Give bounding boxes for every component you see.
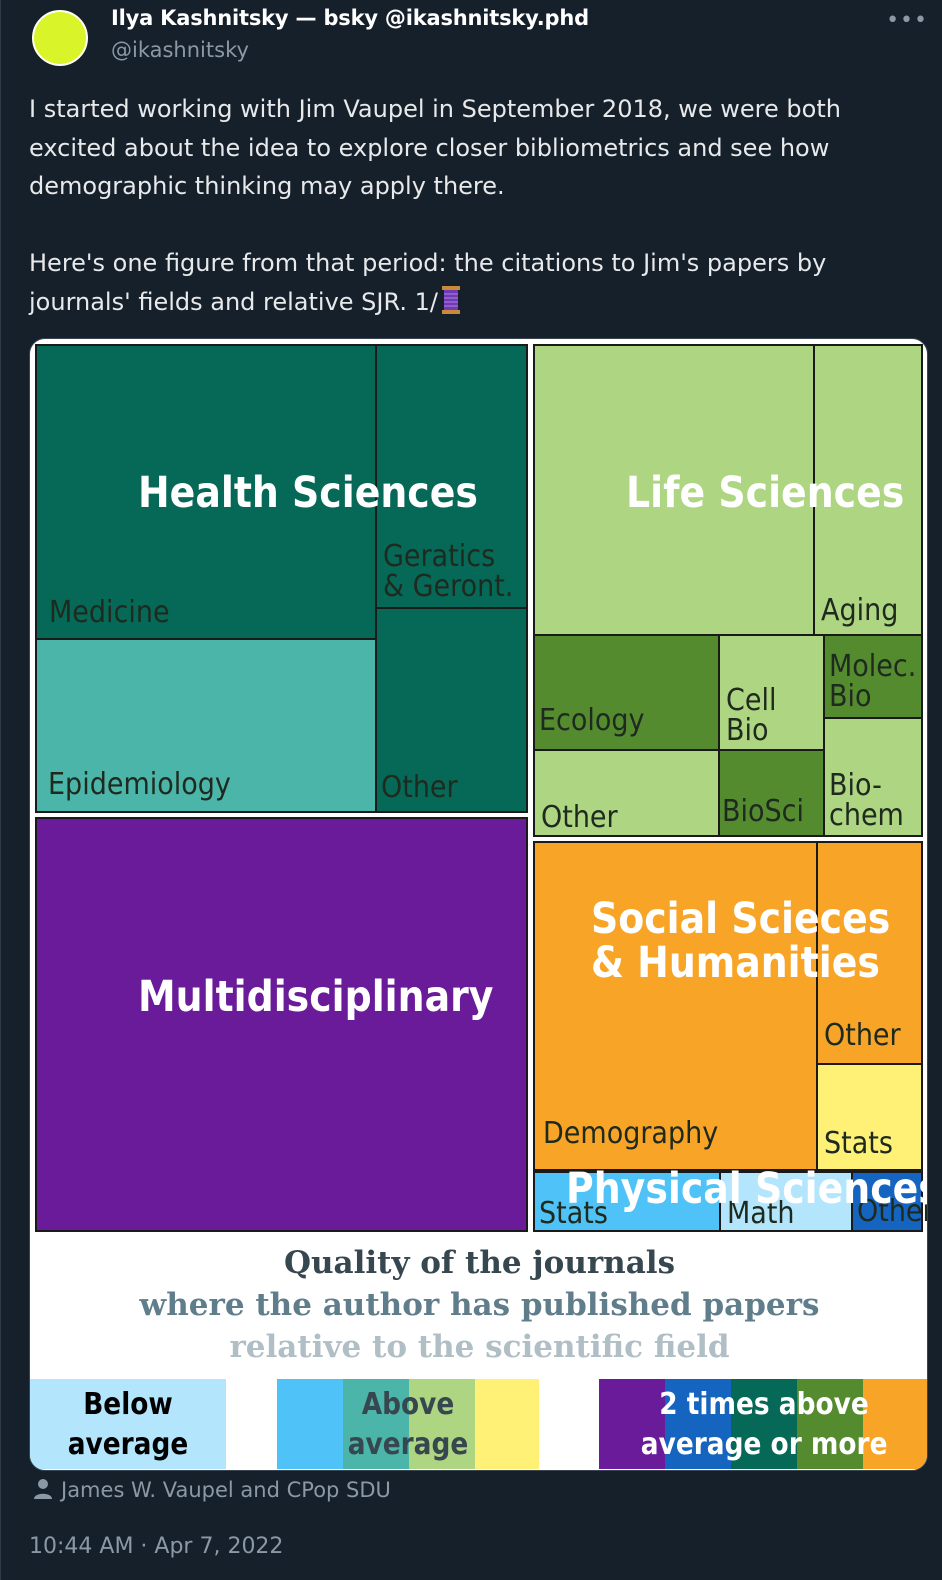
tile-life-other: Other (533, 749, 720, 837)
tile-health-other-label: Other (381, 770, 458, 805)
legend-twice-label: 2 times above average or more (640, 1387, 888, 1462)
tile-medicine-label: Medicine (49, 595, 170, 630)
tile-math: Math (719, 1171, 853, 1232)
legend-above-swatch-4 (475, 1379, 539, 1469)
tile-multidisciplinary (35, 817, 528, 1232)
tile-social-stats-label: Stats (824, 1126, 893, 1161)
tile-life-other-label: Other (541, 800, 618, 835)
tile-epidemiology-label: Epidemiology (48, 767, 231, 802)
attribution-text: James W. Vaupel and CPop SDU (61, 1478, 391, 1502)
tile-aging-label: Aging (821, 593, 899, 628)
tile-epidemiology: Epidemiology (35, 638, 377, 813)
legend-above-swatch-1 (277, 1379, 343, 1469)
tile-aging: Aging (813, 344, 923, 636)
legend-twice-swatch-4 (797, 1379, 863, 1469)
tile-biosci: BioSci (718, 749, 825, 837)
tile-medicine: Medicine (35, 344, 377, 640)
legend-above-swatch-2 (343, 1379, 409, 1469)
caption-line-3: relative to the scientific field (229, 1329, 730, 1365)
caption-line-2: where the author has published papers (139, 1287, 820, 1323)
person-icon (34, 1479, 52, 1499)
legend-twice-swatch-5 (863, 1379, 927, 1469)
legend-twice-swatch-3 (731, 1379, 797, 1469)
tweet-timestamp[interactable]: 10:44 AM · Apr 7, 2022 (29, 1534, 284, 1559)
tile-demography: Demography (533, 841, 818, 1171)
media-attribution[interactable]: James W. Vaupel and CPop SDU (33, 1478, 391, 1502)
group-physical-sciences: Physical Sciences (566, 1164, 928, 1214)
tile-molec-bio-label: Molec. Bio (829, 649, 917, 714)
caption-line-1: Quality of the journals (283, 1245, 676, 1281)
legend-below-swatch (30, 1379, 226, 1469)
tile-social-other-label: Other (824, 1018, 901, 1053)
tweet-body: I started working with Jim Vaupel in Sep… (29, 95, 841, 316)
tile-geratics-label: Geratics & Geront. (383, 539, 514, 604)
more-options-icon[interactable]: ••• (886, 8, 928, 33)
tile-health-other: Other (375, 607, 528, 813)
tile-geratics: Geratics & Geront. (375, 344, 528, 609)
tile-demography-label: Demography (543, 1116, 719, 1151)
thread-spool-icon (441, 285, 460, 314)
author-handle[interactable]: @ikashnitsky (111, 38, 249, 62)
group-multidisciplinary: Multidisciplinary (138, 972, 494, 1022)
author-avatar[interactable] (29, 7, 91, 69)
tile-phys-stats-label: Stats (539, 1196, 608, 1231)
group-social-sciences: Social Scieces & Humanities (591, 894, 891, 988)
tile-biochem: Bio- chem (823, 717, 923, 837)
tile-ecology: Ecology (533, 634, 720, 751)
tile-phys-other-label: Other (857, 1194, 928, 1229)
group-life-sciences: Life Sciences (626, 468, 905, 518)
tile-phys-stats: Stats (533, 1171, 721, 1232)
tweet-text: I started working with Jim Vaupel in Sep… (29, 90, 909, 321)
tile-molec-bio: Molec. Bio (823, 634, 923, 719)
tile-phys-other: Other (851, 1171, 927, 1232)
legend-below-label: Below average (67, 1387, 189, 1462)
tile-cell-bio: Cell Bio (718, 634, 825, 751)
legend-above-label: Above average (347, 1387, 469, 1462)
author-display-name[interactable]: Ilya Kashnitsky — bsky @ikashnitsky.phd (111, 6, 589, 30)
treemap-image[interactable]: Medicine Geratics & Geront. Epidemiology… (29, 338, 928, 1471)
legend-twice-swatch-1 (599, 1379, 665, 1469)
tile-ecology-label: Ecology (539, 703, 645, 738)
tile-math-label: Math (727, 1196, 795, 1231)
legend-twice-swatch-2 (665, 1379, 731, 1469)
tile-biochem-label: Bio- chem (829, 768, 904, 833)
tile-biosci-label: BioSci (722, 794, 805, 829)
legend-above-swatch-3 (409, 1379, 475, 1469)
tile-social-stats: Stats (816, 1063, 923, 1171)
tile-life-main (533, 344, 815, 636)
tile-cell-bio-label: Cell Bio (726, 683, 777, 748)
group-health-sciences: Health Sciences (138, 468, 478, 518)
